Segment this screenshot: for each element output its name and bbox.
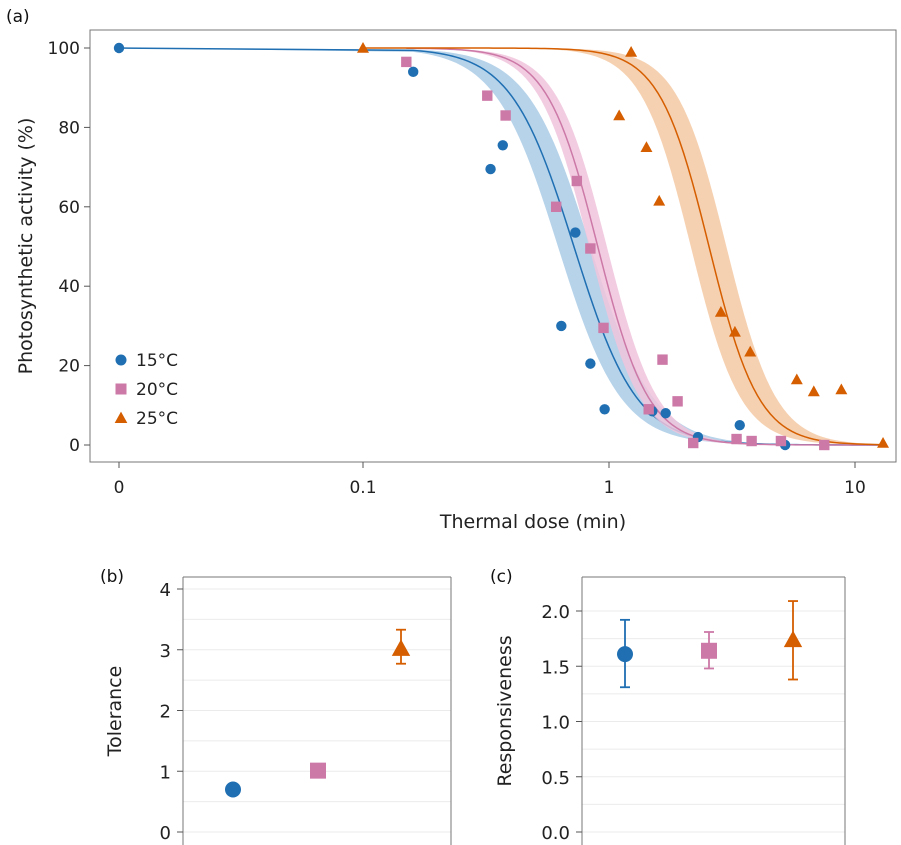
point-circle — [485, 163, 496, 175]
x-tick-label: 1 — [604, 478, 615, 498]
point-square — [819, 439, 830, 451]
point-circle — [734, 419, 745, 431]
point-square — [310, 762, 326, 779]
x-axis-label: Thermal dose (min) — [439, 511, 626, 533]
y-axis-label: Responsiveness — [494, 635, 516, 786]
point-triangle — [391, 639, 411, 656]
y-tick-label: 1.0 — [541, 713, 570, 734]
point-circle — [113, 42, 125, 54]
point-circle — [660, 408, 671, 419]
point-circle — [556, 320, 567, 332]
y-axis-label: Tolerance — [104, 666, 126, 758]
x-tick-label: 10 — [844, 478, 866, 498]
point-square — [701, 642, 717, 659]
point-triangle — [728, 325, 741, 337]
point-circle — [408, 66, 419, 78]
legend-marker-square — [115, 383, 127, 395]
y-tick-label: 2 — [160, 702, 171, 723]
y-tick-label: 60 — [58, 198, 80, 218]
y-tick-label: 0.5 — [541, 768, 570, 789]
panel-b-label: (b) — [100, 567, 124, 587]
point-square — [571, 175, 583, 187]
point-triangle — [357, 42, 369, 53]
point-square — [657, 354, 668, 365]
panel-b-chart: 0 1 2 3 4 Tolerance — [104, 576, 452, 845]
point-triangle — [790, 373, 803, 385]
point-triangle — [613, 109, 626, 121]
point-square — [672, 396, 683, 407]
legend-marker-circle — [115, 354, 127, 366]
y-tick-label: 0.0 — [541, 823, 570, 844]
legend-label: 25°C — [136, 409, 178, 429]
y-tick-label: 2.0 — [541, 602, 570, 623]
x-tick-label: 0.1 — [349, 478, 376, 498]
point-square — [500, 110, 511, 121]
panel-a-label: (a) — [6, 7, 30, 27]
point-triangle — [653, 194, 666, 206]
point-square — [746, 435, 757, 447]
x-tick-label: 0 — [114, 478, 125, 498]
panel-c-label: (c) — [490, 567, 513, 587]
point-circle — [225, 781, 241, 798]
y-tick-label: 100 — [48, 39, 80, 59]
point-circle — [617, 646, 633, 663]
point-triangle — [640, 141, 653, 153]
band-2 — [363, 48, 884, 445]
point-square — [550, 201, 562, 212]
y-tick-label: 0 — [160, 823, 171, 844]
fit-line-1 — [406, 47, 884, 446]
legend-label: 15°C — [136, 351, 178, 371]
point-triangle — [744, 345, 757, 357]
point-square — [585, 243, 596, 254]
panel-a-chart: 0 20 40 60 80 100 0 0.1 1 10 Thermal dose (min) Pho… — [15, 29, 897, 533]
y-tick-label: 40 — [58, 277, 80, 297]
point-triangle — [877, 437, 890, 448]
point-square — [482, 90, 493, 101]
y-tick-label: 4 — [160, 580, 171, 601]
y-tick-label: 1 — [160, 762, 171, 783]
point-triangle — [625, 45, 638, 57]
y-tick-label: 20 — [58, 357, 80, 377]
point-circle — [585, 358, 596, 369]
y-axis-label: Photosynthetic activity (%) — [15, 118, 37, 375]
point-circle — [599, 404, 610, 415]
point-circle — [570, 227, 581, 238]
fit-line-2 — [362, 47, 884, 446]
y-tick-label: 80 — [58, 118, 80, 138]
y-tick-label: 0 — [69, 436, 80, 456]
point-square — [643, 404, 654, 415]
point-square — [598, 322, 609, 334]
legend-label: 20°C — [136, 380, 178, 400]
point-triangle — [835, 383, 848, 395]
point-triangle — [807, 385, 820, 397]
legend-marker-triangle — [114, 411, 128, 424]
point-square — [775, 435, 787, 447]
y-tick-label: 1.5 — [541, 657, 570, 678]
point-circle — [497, 140, 508, 151]
point-triangle — [783, 630, 803, 648]
band-1 — [406, 48, 884, 445]
point-triangle — [714, 306, 727, 317]
point-square — [401, 56, 412, 68]
point-square — [688, 437, 699, 449]
point-square — [731, 433, 742, 445]
plot-frame — [89, 29, 897, 463]
y-tick-label: 3 — [160, 641, 171, 662]
panel-c-chart: 0.0 0.5 1.0 1.5 2.0 Responsiveness — [494, 576, 846, 845]
